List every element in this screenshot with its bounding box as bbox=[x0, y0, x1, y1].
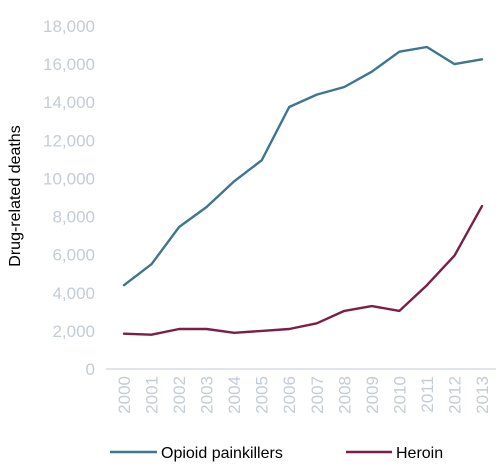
y-tick-label: 16,000 bbox=[43, 55, 95, 74]
x-tick-label: 2005 bbox=[253, 376, 272, 414]
y-tick-label: 12,000 bbox=[43, 131, 95, 150]
series-lines bbox=[122, 45, 484, 336]
y-tick-label: 0 bbox=[86, 360, 95, 379]
y-tick-label: 4,000 bbox=[52, 284, 95, 303]
x-tick-label: 2003 bbox=[198, 376, 217, 414]
y-axis-ticks: 0 2,000 4,000 6,000 8,000 10,000 12,000 14,000 1… bbox=[43, 17, 95, 379]
y-tick-label: 8,000 bbox=[52, 208, 95, 227]
legend-label: Opioid painkillers bbox=[161, 445, 283, 462]
x-tick-label: 2000 bbox=[115, 376, 134, 414]
y-tick-label: 6,000 bbox=[52, 246, 95, 265]
x-tick-label: 2010 bbox=[390, 376, 409, 414]
series-line-opioid-painkillers bbox=[122, 45, 484, 287]
x-axis-ticks: 2000 2001 2002 2003 2004 2005 2006 2007 2008 2009… bbox=[115, 376, 492, 414]
y-tick-label: 14,000 bbox=[43, 93, 95, 112]
x-tick-label: 2008 bbox=[335, 376, 354, 414]
y-tick-label: 18,000 bbox=[43, 17, 95, 36]
series-line-heroin bbox=[122, 204, 484, 336]
x-tick-label: 2007 bbox=[308, 376, 327, 414]
x-tick-label: 2002 bbox=[170, 376, 189, 414]
x-tick-label: 2004 bbox=[225, 376, 244, 414]
legend: Opioid painkillers Heroin bbox=[110, 445, 443, 462]
y-tick-label: 10,000 bbox=[43, 169, 95, 188]
legend-label: Heroin bbox=[396, 445, 443, 462]
y-axis-title: Drug-related deaths bbox=[7, 125, 24, 266]
x-tick-label: 2009 bbox=[363, 376, 382, 414]
x-tick-label: 2013 bbox=[473, 376, 492, 414]
x-tick-label: 2012 bbox=[445, 376, 464, 414]
x-tick-label: 2011 bbox=[418, 376, 437, 413]
x-tick-label: 2006 bbox=[280, 376, 299, 414]
x-tick-label: 2001 bbox=[143, 376, 162, 414]
y-tick-label: 2,000 bbox=[52, 322, 95, 341]
